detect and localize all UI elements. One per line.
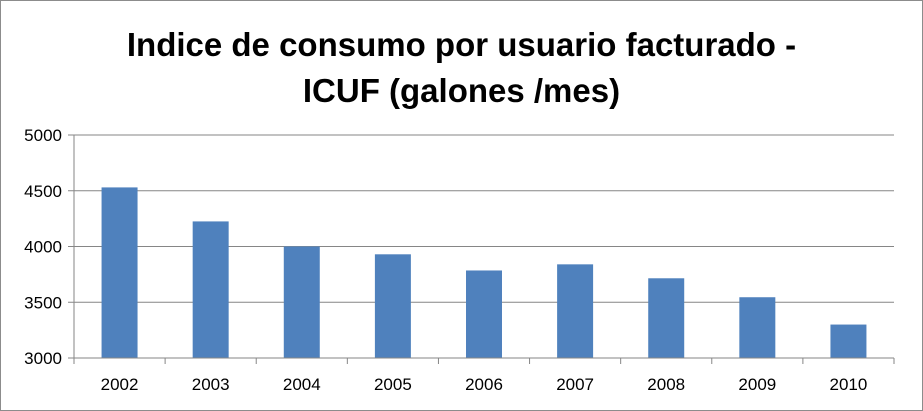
x-tick-label: 2002	[101, 375, 139, 394]
y-tick-label: 4000	[24, 238, 62, 257]
x-tick-label: 2005	[374, 375, 412, 394]
chart-title-line-1: Indice de consumo por usuario facturado …	[126, 26, 797, 63]
y-axis-tick-labels: 3000 3500 4000 4500 5000	[24, 126, 62, 368]
bar-2009	[739, 297, 776, 358]
x-tick-label: 2008	[647, 375, 685, 394]
x-tick-label: 2003	[192, 375, 230, 394]
bar-2008	[648, 278, 685, 358]
chart-title-line-2: ICUF (galones /mes)	[302, 72, 621, 109]
x-tick-label: 2009	[738, 375, 776, 394]
x-axis-tick-labels: 2002 2003 2004 2005 2006 2007 2008 2009 2010	[101, 375, 868, 394]
axes	[68, 134, 895, 364]
bar-2010	[830, 324, 867, 358]
chart-title: Indice de consumo por usuario facturado …	[0, 22, 923, 114]
bar-2002	[101, 187, 138, 358]
y-tick-label: 4500	[24, 182, 62, 201]
x-tick-label: 2007	[556, 375, 594, 394]
y-tick-label: 3000	[24, 349, 62, 368]
bar-2004	[283, 246, 320, 358]
x-tick-label: 2004	[283, 375, 321, 394]
bar-2006	[466, 270, 502, 358]
bars	[101, 187, 867, 358]
y-tick-label: 3500	[24, 293, 62, 312]
x-tick-label: 2010	[830, 375, 868, 394]
y-tick-label: 5000	[24, 126, 62, 145]
bar-2005	[374, 254, 411, 358]
x-tick-label: 2006	[465, 375, 503, 394]
bar-2007	[557, 264, 594, 358]
bar-2003	[192, 221, 229, 358]
